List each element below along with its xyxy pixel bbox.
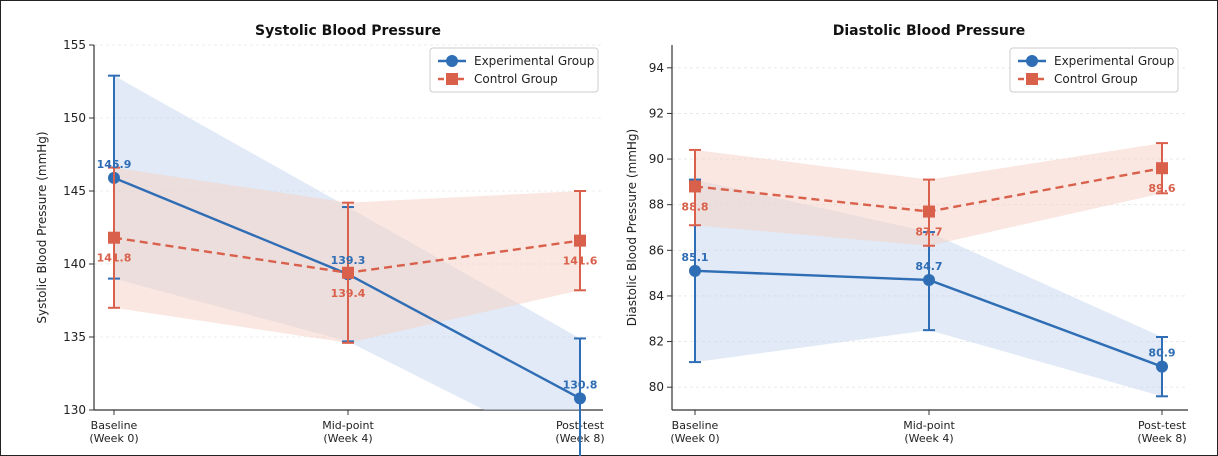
y-tick-label: 82 (649, 335, 664, 349)
legend-marker-control (446, 73, 458, 85)
legend-label-control: Control Group (1054, 72, 1138, 86)
data-label-experimental: 145.9 (97, 158, 132, 171)
chart-title: Systolic Blood Pressure (255, 23, 441, 39)
chart-title: Diastolic Blood Pressure (833, 23, 1026, 39)
y-tick-label: 86 (649, 243, 664, 257)
x-tick-label: (Week 0) (89, 432, 138, 445)
data-point-control (108, 231, 120, 244)
x-tick-label: Post-test (1138, 419, 1187, 432)
legend: Experimental Group Control Group (1009, 47, 1179, 93)
legend-marker-experimental (1026, 55, 1038, 67)
legend: Experimental Group Control Group (429, 47, 599, 93)
legend-box (1009, 47, 1179, 93)
data-label-control: 88.8 (681, 200, 708, 213)
data-label-control: 89.6 (1148, 182, 1175, 195)
data-point-control (689, 180, 701, 193)
y-tick-label: 155 (63, 38, 86, 52)
y-tick-label: 94 (649, 61, 664, 75)
systolic-chart: 130 135 140 145 150 155 Baseline(Week 0) Mid-po… (35, 23, 605, 456)
data-point-experimental (574, 392, 586, 405)
legend-marker-control (1026, 73, 1038, 85)
data-label-experimental: 139.3 (331, 254, 366, 267)
data-label-control: 141.8 (97, 252, 132, 265)
x-tick-label: (Week 0) (670, 432, 719, 445)
data-label-experimental: 80.9 (1148, 347, 1175, 360)
data-label-control: 139.4 (331, 287, 366, 300)
y-tick-label: 80 (649, 380, 664, 394)
diastolic-chart: 80 82 84 86 88 90 92 94 Baseline(Week 0) Mid-poin… (625, 23, 1188, 445)
data-label-experimental: 84.7 (915, 260, 942, 273)
data-label-experimental: 85.1 (681, 251, 708, 264)
legend-label-control: Control Group (474, 72, 558, 86)
y-tick-label: 90 (649, 152, 664, 166)
x-tick-label: Mid-point (322, 419, 374, 432)
data-point-experimental (689, 264, 701, 277)
data-label-control: 141.6 (563, 255, 598, 268)
y-tick-label: 88 (649, 198, 664, 212)
y-tick-label: 84 (649, 289, 664, 303)
y-tick-label: 135 (63, 330, 86, 344)
x-tick-label: Baseline (91, 419, 138, 432)
x-tick-label: (Week 8) (1137, 432, 1186, 445)
x-tick-label: Baseline (672, 419, 719, 432)
data-point-experimental (923, 273, 935, 286)
data-point-experimental (1156, 360, 1168, 373)
data-point-control (342, 266, 354, 279)
legend-label-experimental: Experimental Group (1054, 54, 1174, 68)
data-label-control: 87.7 (915, 226, 942, 239)
y-axis-label: Diastolic Blood Pressure (mmHg) (625, 129, 639, 326)
data-point-control (1156, 162, 1168, 175)
y-tick-label: 140 (63, 257, 86, 271)
data-point-control (923, 205, 935, 218)
x-tick-label: (Week 4) (323, 432, 372, 445)
x-tick-label: (Week 4) (904, 432, 953, 445)
y-tick-label: 150 (63, 111, 86, 125)
x-tick-label: Mid-point (903, 419, 955, 432)
y-tick-label: 92 (649, 106, 664, 120)
y-tick-label: 145 (63, 184, 86, 198)
y-tick-label: 130 (63, 403, 86, 417)
legend-label-experimental: Experimental Group (474, 54, 594, 68)
y-axis-label: Systolic Blood Pressure (mmHg) (35, 131, 49, 323)
data-label-experimental: 130.8 (563, 378, 598, 391)
legend-box (429, 47, 599, 93)
legend-marker-experimental (446, 55, 458, 67)
data-point-control (574, 234, 586, 247)
